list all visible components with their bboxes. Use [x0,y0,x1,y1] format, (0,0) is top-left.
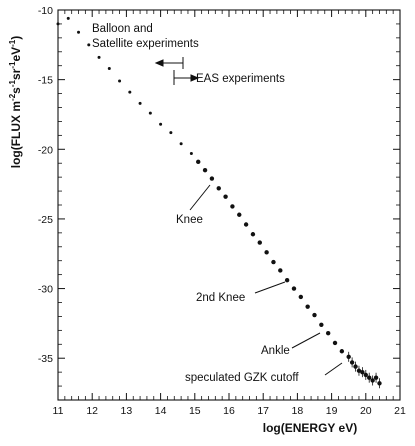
y-tick-label: -10 [38,5,53,17]
data-point [250,232,256,237]
data-point [87,43,91,47]
data-point [128,90,132,94]
data-points [56,16,382,389]
data-point [298,294,304,300]
pointer-lines [189,184,343,376]
data-point [332,340,338,346]
data-point [264,250,269,255]
x-tick-label: 14 [155,405,167,417]
data-point [325,330,331,336]
data-point [196,159,201,165]
data-point [107,67,111,70]
data-point [305,304,310,309]
y-tick-label: -30 [38,284,53,296]
data-point [319,322,324,327]
x-tick-label: 20 [360,405,372,417]
data-point [56,22,60,26]
x-tick-label: 15 [189,405,201,417]
data-point [223,194,228,199]
data-point [216,186,221,191]
y-tick-label: -35 [38,353,53,365]
data-point [291,286,297,291]
data-point [159,122,163,126]
x-tick-label: 18 [292,405,304,417]
data-point [77,30,81,34]
data-point [284,278,290,283]
knee-pointer [189,184,211,211]
x-tick-label: 12 [86,405,98,417]
data-point [271,259,276,265]
y-axis-title: log(FLUX m-2s-1sr-1eV-1) [8,36,23,169]
x-tick-label: 19 [326,405,338,417]
eas-range-arrow [173,70,200,85]
data-point [97,55,101,59]
data-point [179,142,183,146]
y-tick-label: -20 [38,144,53,156]
gzk-pointer [324,362,343,376]
knee2-pointer [254,281,286,294]
data-point [339,349,345,354]
data-point [243,222,249,227]
annotation-balloon-line1: Balloon and [92,23,153,35]
x-tick-label: 11 [53,405,64,417]
annotation-balloon-line2: Satellite experiments [92,38,199,50]
annotation-gzk: speculated GZK cutoff [185,372,299,384]
annotation-2nd-knee: 2nd Knee [196,292,245,304]
data-point [189,151,193,155]
y-tick-label: -25 [38,214,53,226]
data-point [169,131,173,135]
data-point [66,16,70,20]
data-point [148,111,152,115]
ankle-pointer [291,332,321,349]
data-point [237,212,242,217]
axis-tick-labels: 11 12 13 14 15 16 17 18 19 20 21 -10 -15 -20 -25 -30 -35 [38,5,406,417]
x-axis-title: log(ENERGY eV) [263,421,357,435]
annotation-ankle: Ankle [261,345,290,357]
x-tick-label: 21 [394,405,406,417]
annotation-knee: Knee [176,214,203,226]
y-tick-label: -15 [38,75,53,87]
data-point [278,268,283,273]
data-point [209,176,215,181]
data-point [138,101,142,105]
data-point [202,167,208,173]
x-tick-label: 17 [257,405,269,417]
x-tick-label: 16 [223,405,235,417]
data-point [312,312,317,318]
annotation-eas: EAS experiments [196,73,285,85]
data-point [230,204,235,209]
x-tick-label: 13 [121,405,133,417]
data-point [118,79,122,83]
axis-ticks [57,9,401,401]
balloon-range-arrow [154,57,184,69]
data-point [257,240,262,245]
